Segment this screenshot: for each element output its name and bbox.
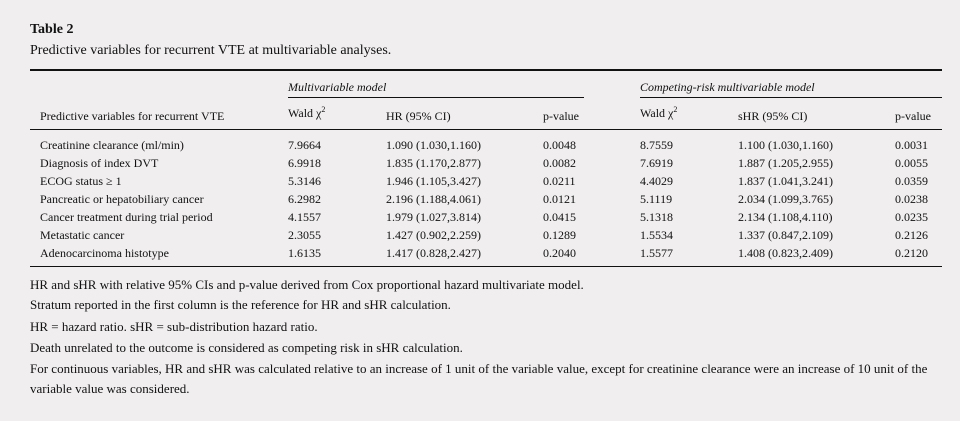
- cell-hr: 1.946 (1.105,3.427): [386, 174, 481, 188]
- footnote: For continuous variables, HR and sHR was…: [30, 361, 928, 396]
- cell-hr: 2.196 (1.188,4.061): [386, 192, 481, 206]
- cell-p-cr: 0.0055: [895, 156, 928, 170]
- cell-p-cr: 0.2120: [895, 246, 928, 260]
- cell-shr: 1.408 (0.823,2.409): [738, 246, 833, 260]
- cell-wald-mv: 6.9918: [288, 156, 321, 170]
- cell-p-cr: 0.0235: [895, 210, 928, 224]
- cell-wald-cr: 7.6919: [640, 156, 673, 170]
- cell-shr: 2.134 (1.108,4.110): [738, 210, 833, 224]
- footnote: HR = hazard ratio. sHR = sub-distributio…: [30, 319, 318, 334]
- cell-p-cr: 0.0359: [895, 174, 928, 188]
- cell-wald-mv: 1.6135: [288, 246, 321, 260]
- cell-hr: 1.979 (1.027,3.814): [386, 210, 481, 224]
- col-head-variable: Predictive variables for recurrent VTE: [40, 109, 225, 123]
- cell-p-cr: 0.0031: [895, 138, 928, 152]
- group-rule-multivariable: [288, 97, 584, 98]
- cell-shr: 1.837 (1.041,3.241): [738, 174, 833, 188]
- cell-hr: 1.427 (0.902,2.259): [386, 228, 481, 242]
- cell-wald-mv: 7.9664: [288, 138, 321, 152]
- col-head-p-mv: p-value: [543, 109, 579, 123]
- cell-variable: Diagnosis of index DVT: [40, 156, 159, 170]
- cell-p-mv: 0.1289: [543, 228, 576, 242]
- cell-p-mv: 0.0415: [543, 210, 576, 224]
- top-rule: [30, 69, 942, 71]
- cell-hr: 1.417 (0.828,2.427): [386, 246, 481, 260]
- header-rule: [30, 129, 942, 130]
- cell-wald-mv: 6.2982: [288, 192, 321, 206]
- group-multivariable: Multivariable model: [288, 80, 387, 94]
- group-competing-risk: Competing-risk multivariable model: [640, 80, 815, 94]
- cell-wald-cr: 4.4029: [640, 174, 673, 188]
- footnote: Stratum reported in the first column is …: [30, 297, 451, 312]
- group-rule-competing: [640, 97, 942, 98]
- cell-wald-cr: 5.1318: [640, 210, 673, 224]
- table-label: Table 2: [30, 22, 74, 37]
- cell-wald-cr: 5.1119: [640, 192, 673, 206]
- cell-wald-cr: 8.7559: [640, 138, 673, 152]
- cell-hr: 1.090 (1.030,1.160): [386, 138, 481, 152]
- cell-shr: 1.100 (1.030,1.160): [738, 138, 833, 152]
- cell-p-mv: 0.0048: [543, 138, 576, 152]
- col-head-wald-mv-label: Wald χ: [288, 106, 322, 120]
- table-caption: Predictive variables for recurrent VTE a…: [30, 43, 392, 58]
- cell-wald-cr: 1.5577: [640, 246, 673, 260]
- cell-shr: 2.034 (1.099,3.765): [738, 192, 833, 206]
- footnote: Death unrelated to the outcome is consid…: [30, 340, 463, 355]
- cell-variable: Metastatic cancer: [40, 228, 125, 242]
- cell-p-mv: 0.0211: [543, 174, 576, 188]
- col-head-wald-cr-label: Wald χ: [640, 106, 674, 120]
- col-head-p-cr: p-value: [895, 109, 931, 123]
- cell-p-mv: 0.0082: [543, 156, 576, 170]
- cell-variable: Cancer treatment during trial period: [40, 210, 213, 224]
- cell-wald-mv: 2.3055: [288, 228, 321, 242]
- cell-p-mv: 0.0121: [543, 192, 576, 206]
- col-head-wald-mv: Wald χ2: [288, 106, 325, 121]
- cell-p-mv: 0.2040: [543, 246, 576, 260]
- footnote: HR and sHR with relative 95% CIs and p-v…: [30, 277, 584, 292]
- cell-shr: 1.337 (0.847,2.109): [738, 228, 833, 242]
- cell-hr: 1.835 (1.170,2.877): [386, 156, 481, 170]
- cell-wald-mv: 5.3146: [288, 174, 321, 188]
- cell-wald-mv: 4.1557: [288, 210, 321, 224]
- cell-variable: ECOG status ≥ 1: [40, 174, 122, 188]
- col-head-hr: HR (95% CI): [386, 109, 451, 123]
- cell-p-cr: 0.2126: [895, 228, 928, 242]
- col-head-wald-mv-sup: 2: [321, 105, 326, 114]
- cell-wald-cr: 1.5534: [640, 228, 673, 242]
- col-head-wald-cr: Wald χ2: [640, 106, 677, 121]
- bottom-rule: [30, 266, 942, 267]
- cell-variable: Adenocarcinoma histotype: [40, 246, 169, 260]
- cell-shr: 1.887 (1.205,2.955): [738, 156, 833, 170]
- col-head-shr: sHR (95% CI): [738, 109, 808, 123]
- col-head-wald-cr-sup: 2: [673, 105, 678, 114]
- cell-variable: Pancreatic or hepatobiliary cancer: [40, 192, 204, 206]
- cell-variable: Creatinine clearance (ml/min): [40, 138, 184, 152]
- cell-p-cr: 0.0238: [895, 192, 928, 206]
